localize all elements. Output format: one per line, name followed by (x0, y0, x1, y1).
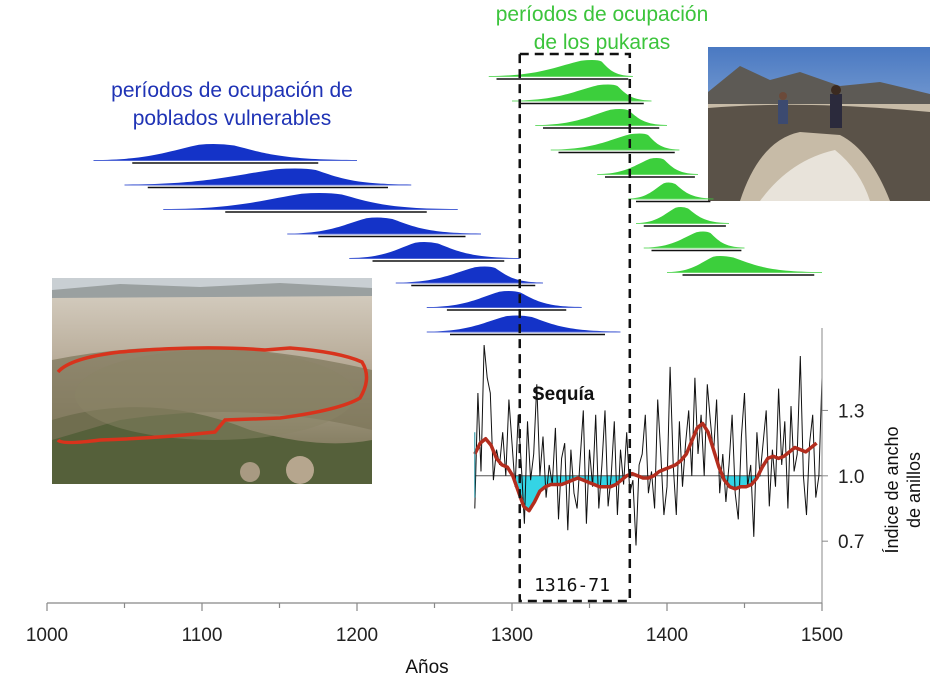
pukara-distribution (597, 158, 698, 178)
distribution-area (628, 182, 714, 199)
y-tick-label: 0.7 (838, 532, 864, 553)
vulnerable-distribution (426, 315, 621, 336)
distribution-area (512, 84, 652, 101)
y-tick-label: 1.3 (838, 401, 864, 422)
vulnerable-distribution (124, 168, 412, 189)
x-ticks: 1000 1100 1200 1300 1400 1500 (26, 603, 843, 646)
drought-label: Sequía (532, 384, 595, 405)
pukara-distribution (550, 133, 680, 154)
distribution-area (643, 231, 745, 248)
vulnerable-distribution (395, 266, 543, 287)
pukara-distribution (667, 256, 822, 276)
pukara-title-line-2: de los pukaras (534, 31, 671, 54)
drought-range-label: 1316-71 (534, 575, 610, 596)
distribution-area (287, 217, 481, 234)
distribution-area (93, 144, 357, 160)
distribution-area (597, 158, 698, 174)
distribution-area (426, 291, 582, 307)
vulnerable-title-line-1: períodos de ocupación de (111, 79, 353, 102)
distribution-area (667, 256, 822, 272)
x-tick-label: 1000 (26, 625, 68, 646)
vulnerable-distribution (349, 242, 520, 262)
smoothed-ring-width-line (473, 421, 818, 513)
annual-ring-width-line (474, 345, 822, 546)
vulnerable-distributions (93, 144, 621, 336)
vulnerable-distribution (287, 217, 481, 238)
y-ticks: 1.3 1.0 0.7 (822, 401, 864, 553)
x-tick-label: 1300 (491, 625, 533, 646)
y-axis-title: Índice de ancho de anillos (882, 426, 924, 553)
distribution-area (488, 60, 633, 76)
ring-width-plot (473, 345, 822, 546)
distribution-area (426, 315, 621, 332)
distribution-area (636, 207, 729, 223)
x-axis-title: Años (405, 657, 448, 678)
x-tick-label: 1500 (801, 625, 843, 646)
distribution-area (124, 168, 412, 185)
x-tick-label: 1400 (646, 625, 688, 646)
pukara-distributions (488, 60, 822, 276)
vulnerable-distribution (426, 291, 582, 311)
settlement-photo (52, 278, 372, 484)
vulnerable-title-line-2: poblados vulnerables (133, 107, 331, 130)
y-tick-label: 1.0 (838, 467, 864, 488)
distribution-area (163, 193, 458, 209)
pukara-distribution (636, 207, 729, 227)
vulnerable-distribution (93, 144, 357, 164)
distribution-area (535, 109, 667, 125)
pukara-photo (708, 47, 930, 201)
pukara-distribution (488, 60, 633, 80)
distribution-area (550, 133, 680, 150)
pukara-title-line-1: períodos de ocupación (496, 3, 709, 26)
y-axis-title-line-1: Índice de ancho (882, 426, 902, 553)
x-tick-label: 1200 (336, 625, 378, 646)
vulnerable-distribution (163, 193, 458, 213)
distribution-area (349, 242, 520, 258)
x-tick-label: 1100 (182, 625, 223, 646)
distribution-area (395, 266, 543, 283)
pukara-distribution (643, 231, 745, 252)
pukara-distribution (628, 182, 714, 203)
pukara-distribution (535, 109, 667, 129)
y-axis-title-line-2: de anillos (904, 452, 924, 528)
pukara-distribution (512, 84, 652, 105)
drought-range-background (523, 572, 621, 598)
drought-box (518, 52, 632, 603)
